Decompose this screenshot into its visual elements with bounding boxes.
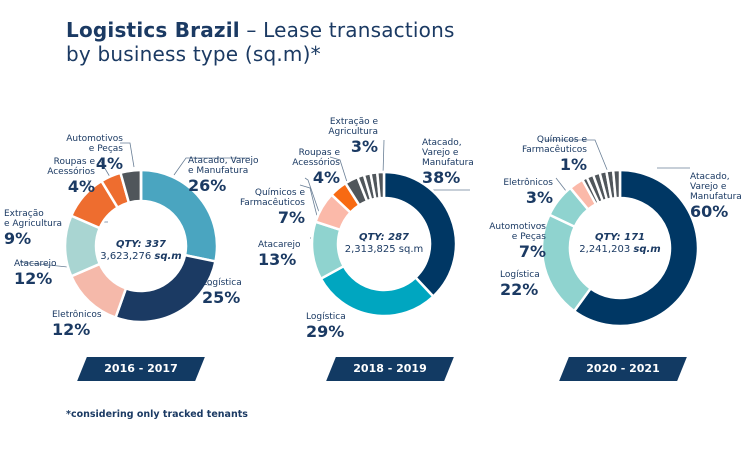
slice-name: Eletrônicos: [503, 178, 553, 188]
slice-percent: 60%: [690, 202, 729, 221]
slice-label: Roupas e Acessórios 4%: [292, 148, 340, 187]
slice-name: Atacado, Varejo e Manufatura: [690, 172, 742, 202]
slice-percent: 12%: [14, 269, 53, 288]
unit: sq.m: [633, 244, 661, 255]
unit: sq.m: [398, 244, 424, 255]
slice-name: Atacado, Varejo e Manufatura: [188, 156, 259, 176]
qty: QTY: 287: [358, 232, 410, 243]
slice-name: Químicos e Farmacêuticos: [521, 135, 587, 155]
slice-label: Atacado, Varejo e Manufatura 38%: [422, 138, 474, 187]
center-2016: QTY: 337 3,623,276 sq.m: [81, 239, 201, 263]
slice-label: Atacarejo 12%: [14, 259, 57, 288]
slice-name: Atacarejo: [14, 259, 57, 269]
slice-label: Logística 22%: [500, 270, 540, 299]
period-label: 2018 - 2019: [353, 362, 427, 375]
slice-percent: 3%: [350, 137, 378, 156]
slice-name: Roupas e Acessórios: [47, 157, 95, 177]
slice-label: Atacarejo 13%: [258, 240, 301, 269]
footnote: *considering only tracked tenants: [66, 409, 248, 420]
center-2018: QTY: 287 2,313,825 sq.m: [324, 232, 444, 256]
donut-slice-log-stica: [540, 213, 593, 313]
donut-slice-atacado-varejo-e-manufatura: [572, 168, 700, 328]
slice-label: Logística 29%: [306, 312, 346, 341]
period-label: 2020 - 2021: [586, 362, 660, 375]
slice-percent: 13%: [258, 250, 297, 269]
slice-name: Automotivos e Peças: [66, 134, 123, 154]
slice-percent: 12%: [52, 320, 91, 339]
period-banner-2016: 2016 - 2017: [77, 357, 205, 381]
slice-name: Extração e Agricultura: [328, 117, 378, 137]
area: 2,241,203: [579, 244, 631, 255]
slice-label: Automotivos e Peças 4%: [66, 134, 123, 173]
slice-percent: 3%: [525, 188, 553, 207]
slice-label: Logística 25%: [202, 278, 242, 307]
slice-percent: 9%: [4, 229, 32, 248]
slice-label: Automotivos e Peças 7%: [489, 222, 546, 261]
slice-percent: 4%: [67, 177, 95, 196]
slice-percent: 29%: [306, 322, 345, 341]
donut-slice-log-stica: [319, 264, 436, 318]
slice-name: Atacarejo: [258, 240, 301, 250]
qty: QTY: 337: [115, 239, 167, 250]
slice-label: Roupas e Acessórios 4%: [47, 157, 95, 196]
slice-percent: 4%: [95, 154, 123, 173]
slice-name: Químicos e Farmacêuticos: [239, 188, 305, 208]
slice-label: Eletrônicos 3%: [503, 178, 553, 207]
period-label: 2016 - 2017: [104, 362, 178, 375]
slice-label: Eletrônicos 12%: [52, 310, 102, 339]
title-rest: – Lease transactions: [239, 18, 455, 42]
slice-name: Eletrônicos: [52, 310, 102, 320]
center-2020: QTY: 171 2,241,203 sq.m: [560, 232, 680, 256]
slice-name: Roupas e Acessórios: [292, 148, 340, 168]
slice-label: Extração e Agricultura 3%: [328, 117, 378, 156]
title-line2: by business type (sq.m)*: [66, 42, 321, 66]
chart-title: Logistics Brazil – Lease transactions by…: [66, 18, 455, 66]
slice-label: Atacado, Varejo e Manufatura 26%: [188, 156, 258, 195]
slice-label: Atacado, Varejo e Manufatura 60%: [690, 172, 742, 221]
title-bold: Logistics Brazil: [66, 18, 240, 42]
slice-name: Logística: [202, 278, 242, 288]
donut-slice-log-stica: [113, 253, 217, 324]
slice-name: Atacado, Varejo e Manufatura: [422, 138, 474, 168]
slice-name: Extração e Agricultura: [4, 209, 63, 229]
qty: QTY: 171: [594, 232, 646, 243]
period-banner-2018: 2018 - 2019: [326, 357, 454, 381]
slice-label: Extração e Agricultura 9%: [4, 209, 62, 248]
slice-percent: 7%: [518, 242, 546, 261]
slice-percent: 22%: [500, 280, 539, 299]
donut-slice-other: [375, 170, 386, 200]
slice-label: Químicos e Farmacêuticos 7%: [240, 188, 305, 227]
donut-slice-other: [611, 168, 622, 200]
unit: sq.m: [154, 251, 182, 262]
slice-percent: 38%: [422, 168, 461, 187]
slice-percent: 1%: [559, 155, 587, 174]
area: 3,623,276: [100, 251, 152, 262]
donut-slice-atacado-varejo-e-manufatura: [382, 170, 458, 299]
slice-name: Automotivos e Peças: [489, 222, 546, 242]
area: 2,313,825: [344, 244, 396, 255]
period-banner-2020: 2020 - 2021: [559, 357, 687, 381]
slice-percent: 25%: [202, 288, 241, 307]
slice-name: Logística: [500, 270, 540, 280]
slice-percent: 7%: [277, 208, 305, 227]
slice-percent: 4%: [312, 168, 340, 187]
slice-percent: 26%: [188, 176, 227, 195]
slice-label: Químicos e Farmacêuticos 1%: [522, 135, 587, 174]
slice-name: Logística: [306, 312, 346, 322]
